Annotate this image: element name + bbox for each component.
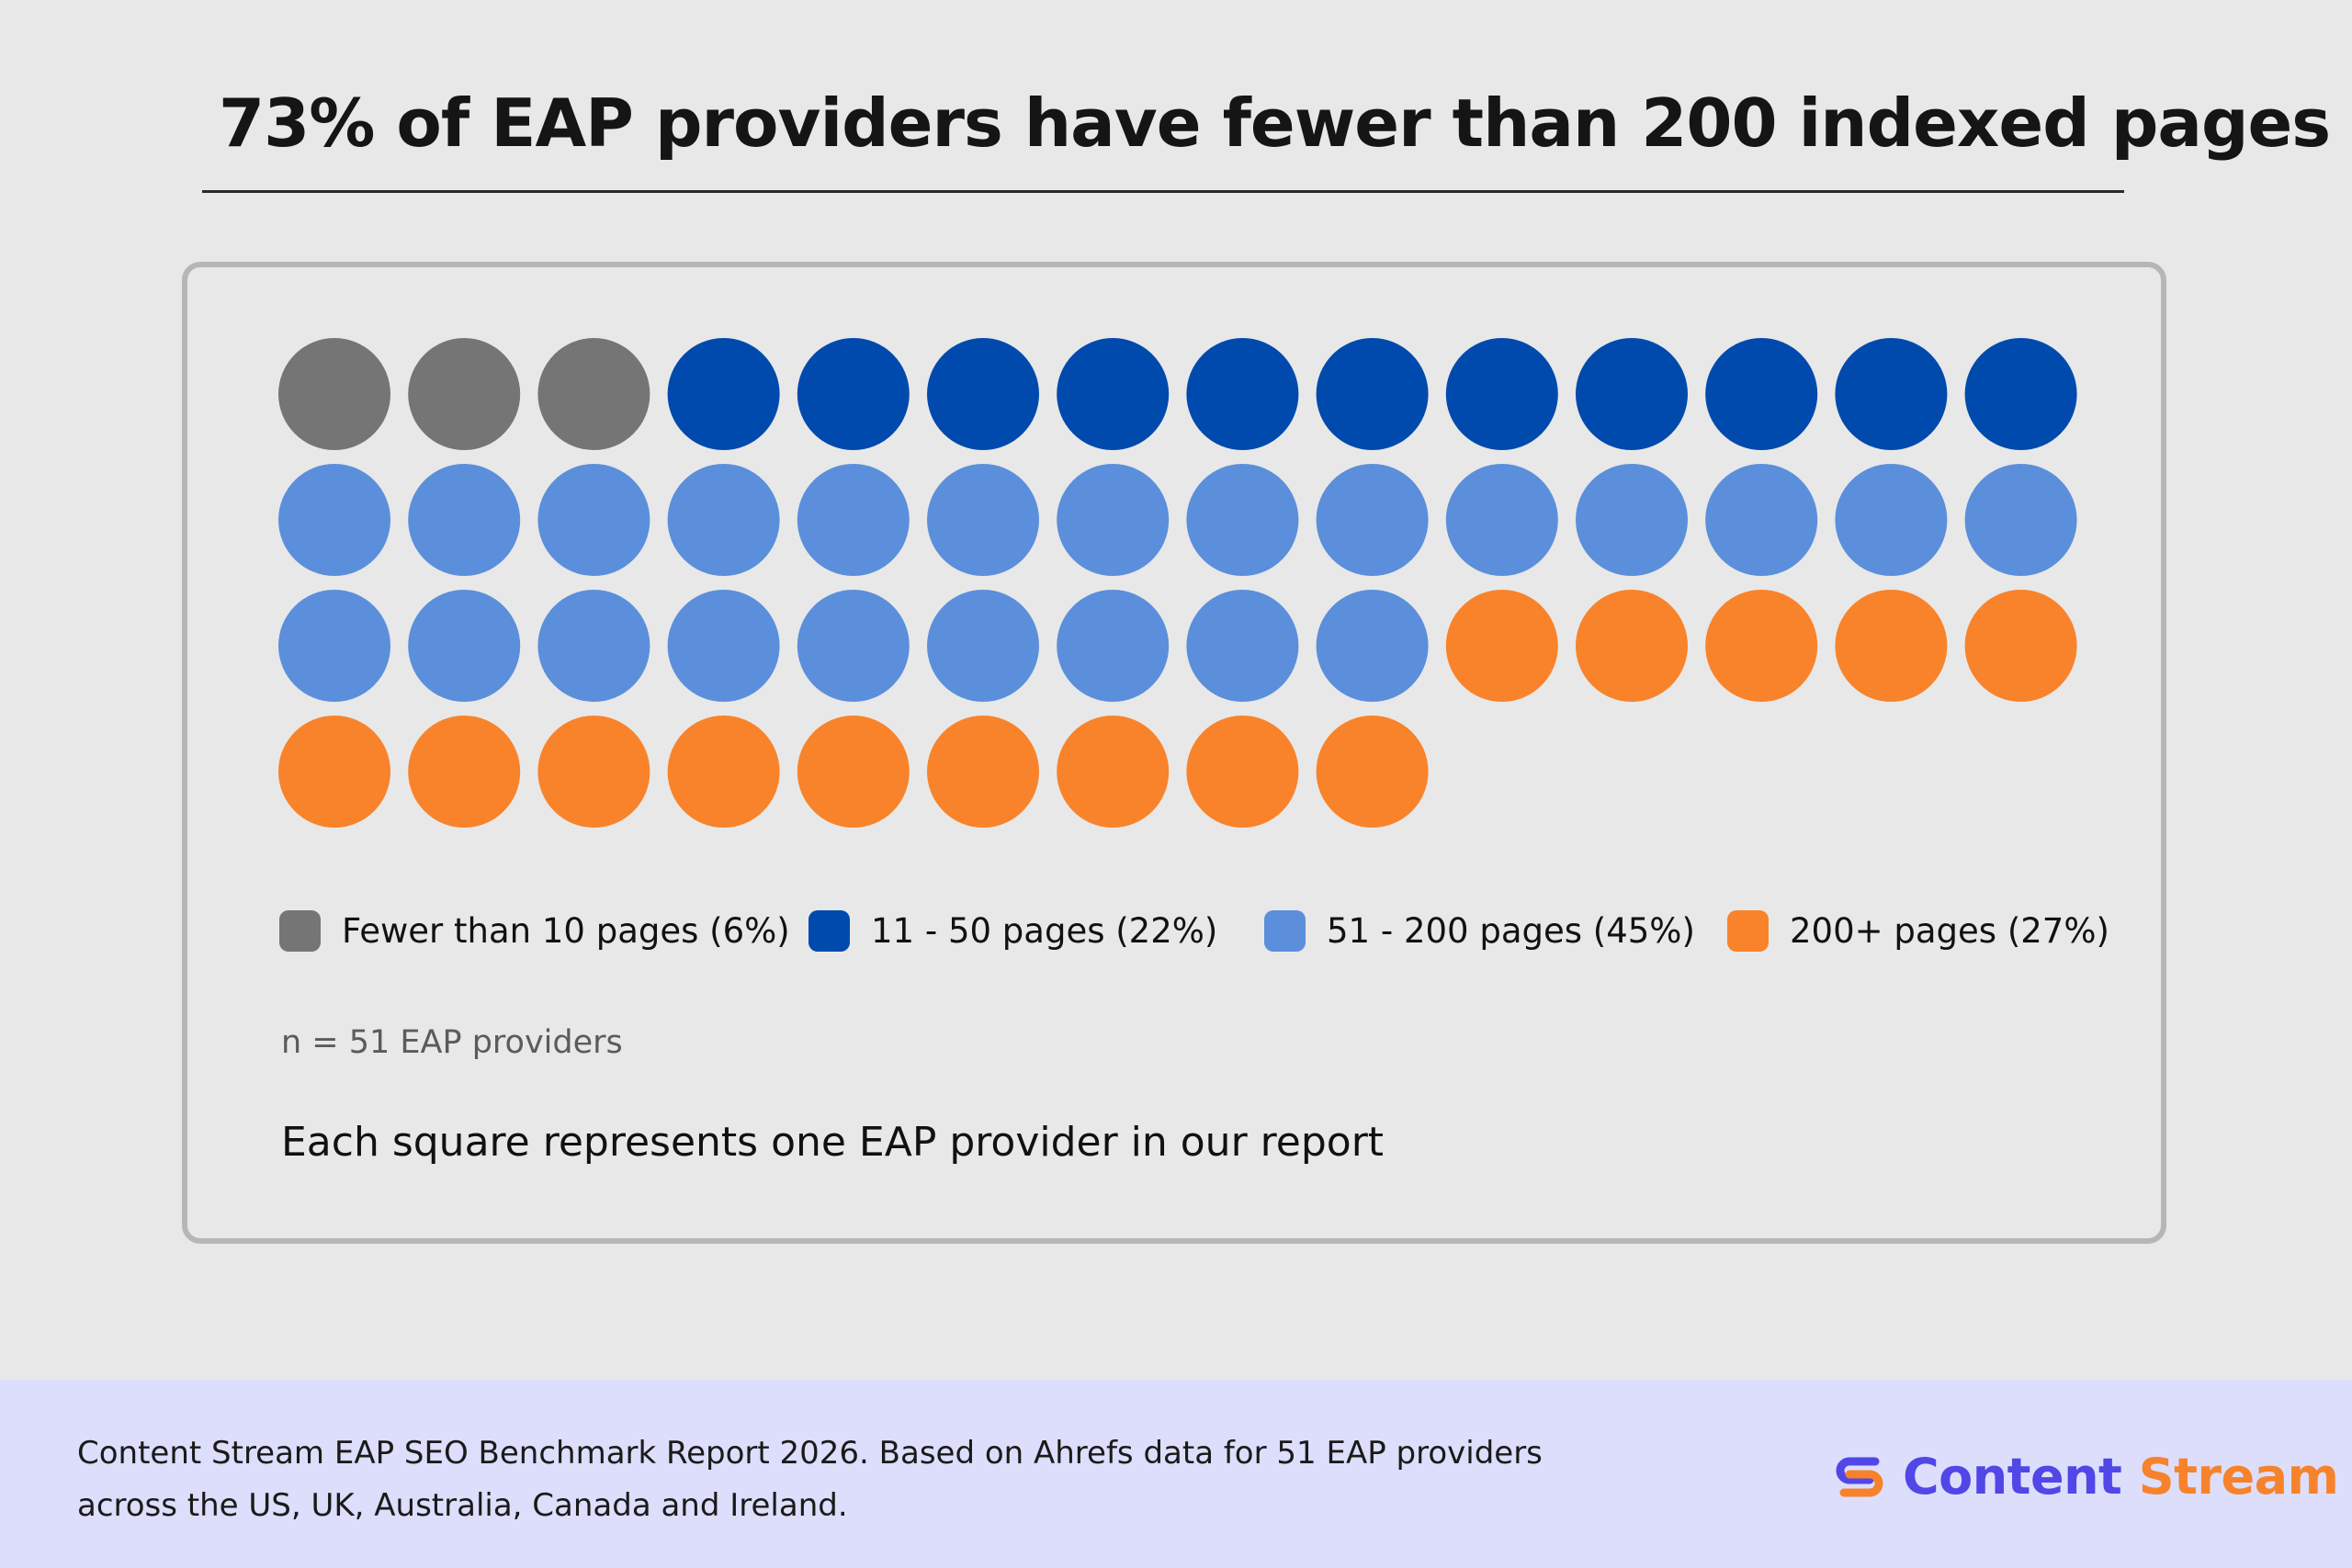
waffle-unit-3-21 bbox=[1057, 590, 1170, 702]
waffle-unit-4-4 bbox=[1835, 590, 1948, 702]
legend-swatch bbox=[808, 910, 850, 952]
waffle-unit-3-9 bbox=[1316, 464, 1429, 576]
sample-size-note: n = 51 EAP providers bbox=[281, 1024, 623, 1061]
waffle-unit-2-6 bbox=[1316, 338, 1429, 450]
source-line: across the US, UK, Australia, Canada and… bbox=[77, 1487, 848, 1524]
chart-title: 73% of EAP providers have fewer than 200… bbox=[219, 85, 2331, 162]
waffle-unit-3-11 bbox=[1576, 464, 1688, 576]
unit-explanation-note: Each square represents one EAP provider … bbox=[281, 1119, 1385, 1166]
brand-name: Content Stream bbox=[1903, 1448, 2339, 1506]
brand-word-stream: Stream bbox=[2138, 1448, 2339, 1506]
waffle-unit-3-23 bbox=[1316, 590, 1429, 702]
waffle-unit-2-9 bbox=[1705, 338, 1818, 450]
waffle-unit-4-3 bbox=[1705, 590, 1818, 702]
waffle-unit-4-2 bbox=[1576, 590, 1688, 702]
waffle-unit-4-10 bbox=[797, 716, 910, 828]
title-divider bbox=[202, 190, 2124, 193]
waffle-unit-4-13 bbox=[1186, 716, 1299, 828]
waffle-unit-3-10 bbox=[1445, 464, 1558, 576]
waffle-unit-3-15 bbox=[278, 590, 390, 702]
legend-swatch bbox=[279, 910, 321, 952]
waffle-unit-3-8 bbox=[1186, 464, 1299, 576]
waffle-unit-3-5 bbox=[797, 464, 910, 576]
legend-label: Fewer than 10 pages (6%) bbox=[342, 911, 790, 951]
waffle-unit-3-7 bbox=[1057, 464, 1170, 576]
legend-label: 11 - 50 pages (22%) bbox=[871, 911, 1218, 951]
waffle-unit-4-6 bbox=[278, 716, 390, 828]
legend-label: 51 - 200 pages (45%) bbox=[1327, 911, 1695, 951]
waffle-unit-3-22 bbox=[1186, 590, 1299, 702]
waffle-unit-3-6 bbox=[927, 464, 1039, 576]
source-line: Content Stream EAP SEO Benchmark Report … bbox=[77, 1435, 1543, 1472]
waffle-unit-3-1 bbox=[278, 464, 390, 576]
waffle-unit-4-9 bbox=[667, 716, 780, 828]
waffle-unit-2-10 bbox=[1835, 338, 1948, 450]
waffle-unit-3-18 bbox=[667, 590, 780, 702]
waffle-unit-2-8 bbox=[1576, 338, 1688, 450]
waffle-unit-3-13 bbox=[1835, 464, 1948, 576]
waffle-unit-4-1 bbox=[1445, 590, 1558, 702]
waffle-unit-2-7 bbox=[1445, 338, 1558, 450]
waffle-unit-4-12 bbox=[1057, 716, 1170, 828]
waffle-unit-4-7 bbox=[408, 716, 521, 828]
waffle-unit-1-2 bbox=[408, 338, 521, 450]
waffle-unit-3-16 bbox=[408, 590, 521, 702]
waffle-unit-1-3 bbox=[537, 338, 650, 450]
waffle-unit-2-11 bbox=[1964, 338, 2077, 450]
legend-label: 200+ pages (27%) bbox=[1790, 911, 2109, 951]
waffle-unit-3-20 bbox=[927, 590, 1039, 702]
source-note: Content Stream EAP SEO Benchmark Report … bbox=[77, 1427, 1639, 1532]
content-stream-logo-icon bbox=[1836, 1457, 1883, 1497]
waffle-unit-2-2 bbox=[797, 338, 910, 450]
legend-swatch bbox=[1264, 910, 1306, 952]
footer-bar: Content Stream EAP SEO Benchmark Report … bbox=[0, 1380, 2352, 1568]
waffle-unit-2-5 bbox=[1186, 338, 1299, 450]
waffle-unit-3-14 bbox=[1964, 464, 2077, 576]
waffle-unit-3-3 bbox=[537, 464, 650, 576]
waffle-unit-4-8 bbox=[537, 716, 650, 828]
waffle-unit-3-19 bbox=[797, 590, 910, 702]
waffle-unit-2-3 bbox=[927, 338, 1039, 450]
waffle-unit-3-12 bbox=[1705, 464, 1818, 576]
waffle-unit-4-5 bbox=[1964, 590, 2077, 702]
waffle-unit-1-1 bbox=[278, 338, 390, 450]
waffle-unit-2-4 bbox=[1057, 338, 1170, 450]
waffle-unit-4-14 bbox=[1316, 716, 1429, 828]
waffle-unit-3-2 bbox=[408, 464, 521, 576]
waffle-unit-3-4 bbox=[667, 464, 780, 576]
waffle-unit-2-1 bbox=[667, 338, 780, 450]
brand-word-content: Content bbox=[1903, 1448, 2122, 1506]
legend-swatch bbox=[1727, 910, 1769, 952]
waffle-unit-4-11 bbox=[927, 716, 1039, 828]
waffle-unit-3-17 bbox=[537, 590, 650, 702]
